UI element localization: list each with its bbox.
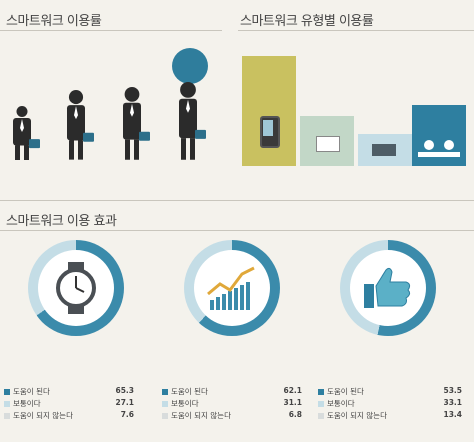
house-icon [316,136,340,152]
highlight-circle [172,48,208,85]
type-usage-title: 스마트워크 유형별 이용률 [240,14,374,29]
row-value: 65.3 [115,386,134,395]
row-label: 도움이 된다 [327,387,364,396]
effect-row: 보통이다 27.1 [4,398,134,409]
effect-row: 도움이 되지 않는다 7.6 [4,410,134,421]
effect-row: 도움이 되지 않는다 13.4 [318,410,462,421]
divider [0,200,474,201]
phone-screen [263,120,273,136]
row-value: 7.6 [120,410,134,419]
effect-row: 보통이다 33.1 [318,398,462,409]
legend-swatch [4,389,10,395]
legend-swatch [162,389,168,395]
businessman-figure [123,87,150,160]
watch-icon [56,262,96,314]
row-value: 33.1 [443,398,462,407]
legend-swatch [318,389,324,395]
effect-row: 도움이 된다 65.3 [4,386,134,397]
row-value: 13.4 [443,410,462,419]
businessman-figure [179,82,206,160]
row-label: 도움이 된다 [171,387,208,396]
effect-row: 보통이다 31.1 [162,398,302,409]
usage-rate-title: 스마트워크 이용률 [6,14,102,29]
row-label: 보통이다 [171,399,199,408]
row-value: 62.1 [283,386,302,395]
row-label: 도움이 되지 않는다 [171,411,231,420]
legend-swatch [162,401,168,407]
divider [0,30,222,31]
effect-row: 도움이 된다 62.1 [162,386,302,397]
divider [0,230,474,231]
type-bar [242,56,296,166]
row-label: 도움이 된다 [13,387,50,396]
row-label: 보통이다 [327,399,355,408]
row-label: 도움이 되지 않는다 [13,411,73,420]
rising-chart-icon [207,266,255,310]
person-icon [424,140,434,150]
legend-swatch [318,413,324,419]
desk-icon [372,144,396,156]
row-value: 31.1 [283,398,302,407]
person-icon [444,140,454,150]
table-icon [418,152,460,157]
legend-swatch [318,401,324,407]
legend-swatch [162,413,168,419]
legend-swatch [4,401,10,407]
effect-row: 도움이 된다 53.5 [318,386,462,397]
thumbs-up-icon [364,267,411,308]
row-value: 53.5 [443,386,462,395]
row-label: 도움이 되지 않는다 [327,411,387,420]
row-label: 보통이다 [13,399,41,408]
effect-row: 도움이 되지 않는다 6.8 [162,410,302,421]
businessman-figure [13,106,40,160]
row-value: 6.8 [288,410,302,419]
effect-title: 스마트워크 이용 효과 [6,214,117,229]
businessman-figure [67,90,94,160]
legend-swatch [4,413,10,419]
row-value: 27.1 [115,398,134,407]
divider [238,30,474,31]
